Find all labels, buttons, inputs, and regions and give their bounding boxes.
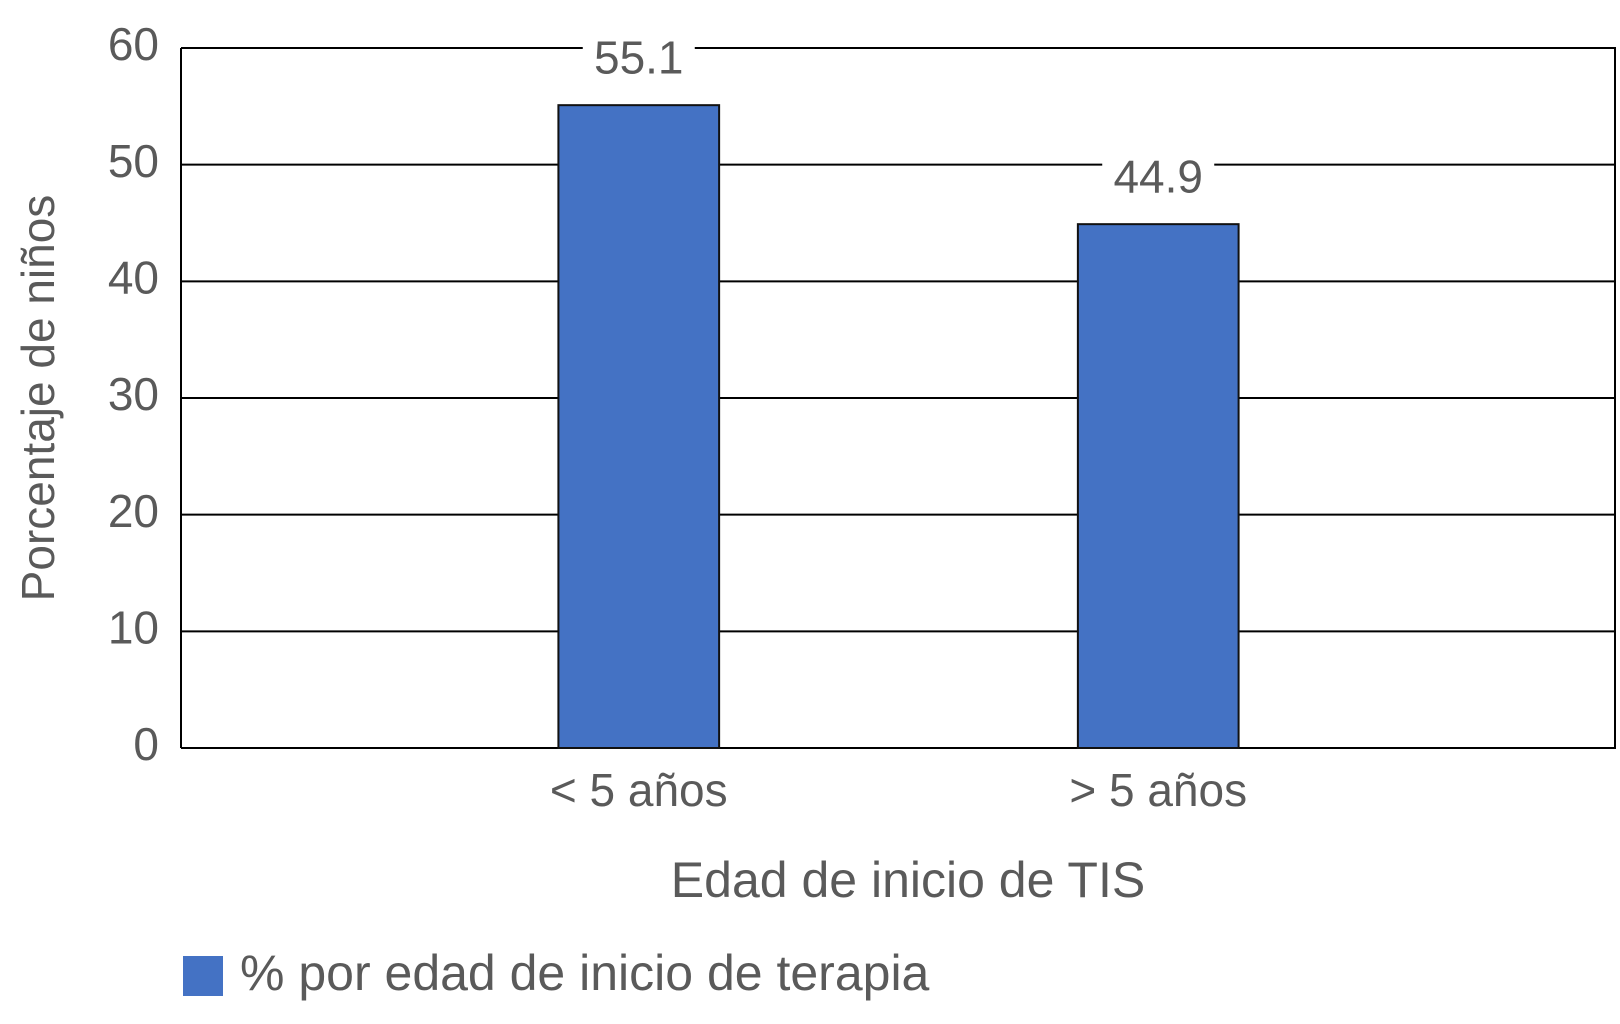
legend-label: % por edad de inicio de terapia [240, 945, 930, 1001]
y-tick-label: 30 [108, 368, 159, 420]
bar [1076, 223, 1240, 749]
y-tick-label: 10 [108, 601, 159, 653]
y-tick-label: 40 [108, 251, 159, 303]
x-tick-label: < 5 años [550, 764, 728, 816]
legend-swatch [183, 956, 223, 996]
y-tick-label: 0 [133, 718, 159, 770]
bar [557, 104, 721, 749]
y-tick-label: 20 [108, 485, 159, 537]
value-label-bg [1102, 152, 1215, 209]
y-axis-title: Porcentaje de niños [12, 195, 64, 602]
x-tick-label: > 5 años [1069, 764, 1247, 816]
value-label: 44.9 [1113, 150, 1203, 202]
value-label-bg [582, 33, 695, 90]
y-tick-label: 50 [108, 135, 159, 187]
y-tick-label: 60 [108, 18, 159, 70]
x-axis-title: Edad de inicio de TIS [671, 852, 1145, 908]
value-label: 55.1 [594, 31, 684, 83]
